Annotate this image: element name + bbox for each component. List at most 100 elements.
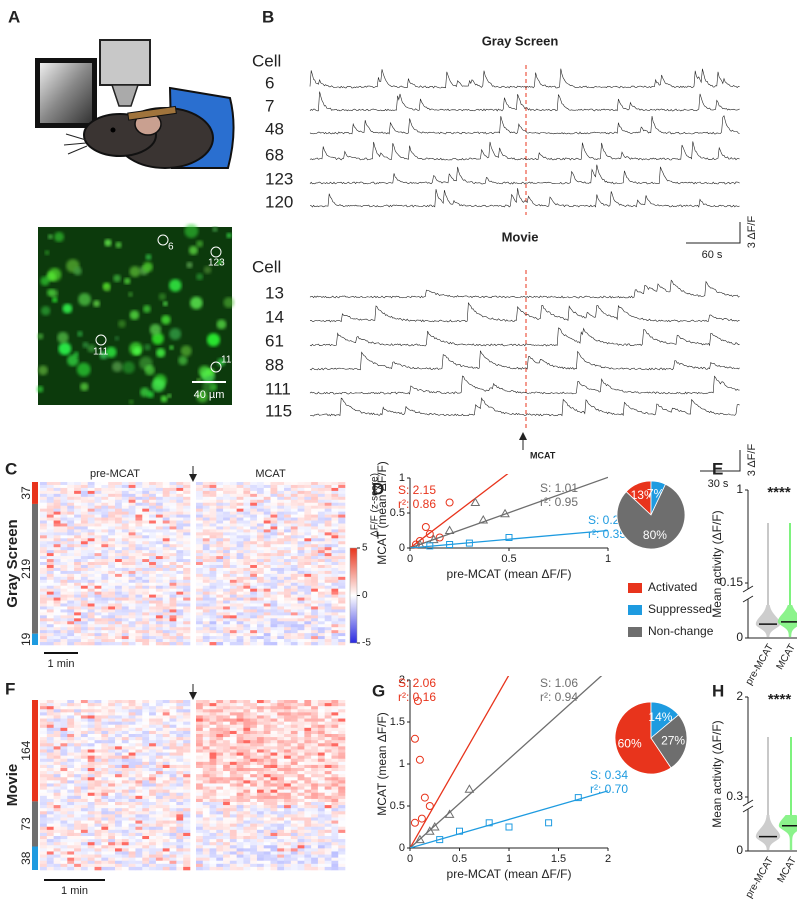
- heatmap-cell: [169, 541, 177, 545]
- heatmap-cell: [317, 573, 325, 578]
- heatmap-cell: [331, 854, 339, 858]
- heatmap-cell: [338, 826, 346, 831]
- heatmap-cell: [229, 789, 237, 794]
- heatmap-cell: [183, 484, 191, 489]
- heatmap-cell: [142, 621, 150, 625]
- heatmap-cell: [236, 541, 244, 545]
- heatmap-cell: [311, 550, 319, 554]
- heatmap-cell: [243, 570, 251, 575]
- heatmap-cell: [256, 823, 265, 828]
- heatmap-cell: [324, 752, 332, 756]
- heatmap-cell: [317, 633, 325, 637]
- heatmap-cell: [183, 743, 191, 747]
- heatmap-cell: [290, 857, 298, 862]
- heatmap-cell: [223, 609, 231, 613]
- heatmap-cell: [169, 520, 177, 524]
- heatmap-cell: [324, 715, 332, 719]
- heatmap-cell: [202, 636, 210, 640]
- heatmap-cell: [317, 624, 325, 628]
- heatmap-cell: [46, 535, 54, 539]
- heatmap-cell: [162, 517, 170, 521]
- heatmap-cell: [155, 621, 164, 625]
- heatmap-cell: [74, 484, 82, 489]
- heatmap-cell: [46, 538, 54, 542]
- heatmap-cell: [94, 493, 102, 498]
- heatmap-cell: [324, 848, 332, 852]
- heatmap-cell: [142, 556, 150, 560]
- heatmap-cell: [209, 597, 217, 601]
- heatmap-cell: [176, 854, 184, 858]
- heatmap-cell: [121, 792, 129, 797]
- heatmap-cell: [236, 826, 244, 831]
- heatmap-cell: [256, 523, 265, 527]
- heatmap-cell: [290, 712, 298, 716]
- heatmap-cell: [202, 639, 210, 643]
- heatmap-cell: [256, 768, 265, 772]
- heatmap-cell: [155, 730, 164, 735]
- heatmap-cell: [202, 505, 210, 509]
- heatmap-cell: [176, 712, 184, 716]
- heatmap-cell: [115, 562, 123, 566]
- heatmap-cell: [74, 582, 82, 587]
- heatmap-cell: [202, 802, 210, 806]
- heatmap-cell: [94, 829, 102, 834]
- heatmap-cell: [229, 866, 237, 871]
- heatmap-cell: [183, 718, 191, 722]
- heatmap-cell: [108, 597, 116, 601]
- heatmap-cell: [74, 758, 82, 763]
- heatmap-cell: [270, 612, 278, 616]
- heatmap-cell: [290, 808, 298, 812]
- heatmap-cell: [250, 703, 258, 707]
- heatmap-cell: [40, 832, 48, 837]
- heatmap-cell: [176, 811, 184, 815]
- heatmap-cell: [223, 508, 231, 512]
- heatmap-cell: [67, 591, 75, 595]
- heatmap-cell: [311, 636, 319, 640]
- heatmap-cell: [60, 573, 68, 578]
- heatmap-cell: [176, 582, 184, 587]
- heatmap-cell: [229, 795, 237, 800]
- heatmap-cell: [317, 839, 325, 843]
- heatmap-cell: [149, 848, 157, 852]
- heatmap-cell: [176, 597, 184, 601]
- heatmap-cell: [162, 484, 170, 489]
- heatmap-cell: [243, 594, 251, 598]
- heatmap-cell: [101, 606, 109, 610]
- heatmap-cell: [290, 826, 298, 831]
- heatmap-cell: [121, 805, 129, 809]
- heatmap-cell: [142, 576, 150, 581]
- heatmap-cell: [149, 771, 157, 775]
- heatmap-cell: [121, 764, 129, 769]
- heatmap-cell: [229, 615, 237, 619]
- heatmap-cell: [250, 854, 258, 858]
- heatmap-cell: [135, 482, 143, 486]
- heatmap-cell: [196, 805, 204, 809]
- heatmap-cell: [331, 761, 339, 766]
- heatmap-cell: [317, 588, 325, 592]
- heatmap-cell: [149, 547, 157, 551]
- heatmap-cell: [74, 805, 82, 809]
- heatmap-cell: [115, 721, 123, 726]
- heatmap-cell: [290, 600, 298, 604]
- heatmap-cell: [304, 484, 312, 489]
- heatmap-cell: [229, 829, 237, 834]
- heatmap-cell: [243, 715, 251, 719]
- heatmap-cell: [53, 823, 61, 828]
- heatmap-cell: [304, 836, 312, 840]
- heatmap-cell: [87, 559, 95, 563]
- heatmap-cell: [250, 618, 258, 622]
- heatmap-cell: [169, 609, 177, 613]
- heatmap-cell: [270, 792, 278, 797]
- heatmap-cell: [115, 526, 123, 530]
- heatmap-cell: [176, 839, 184, 843]
- heatmap-cell: [94, 851, 102, 855]
- heatmap-cell: [263, 715, 271, 719]
- heatmap-cell: [331, 836, 339, 840]
- heatmap-cell: [216, 505, 224, 509]
- heatmap-cell: [223, 845, 231, 849]
- heatmap-cell: [243, 811, 251, 815]
- heatmap-cell: [331, 700, 339, 704]
- heatmap-cell: [250, 612, 258, 616]
- heatmap-cell: [229, 718, 237, 722]
- heatmap-cell: [338, 615, 346, 619]
